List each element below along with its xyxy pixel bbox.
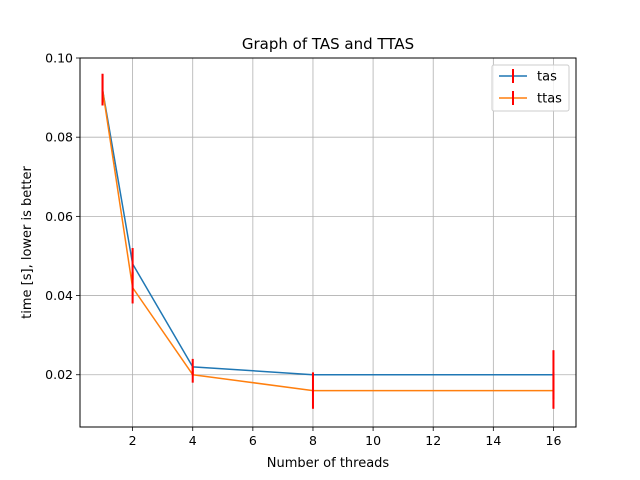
y-tick-label: 0.02 <box>45 367 73 382</box>
errorbar-layer <box>101 73 555 409</box>
grid <box>80 57 576 427</box>
x-tick-label: 4 <box>189 433 197 448</box>
y-tick-label: 0.10 <box>45 51 73 66</box>
y-tick-label: 0.06 <box>45 209 73 224</box>
x-axis-label: Number of threads <box>267 456 390 471</box>
legend: tas ttas <box>491 64 570 112</box>
y-tick-label: 0.04 <box>45 288 73 303</box>
y-tick-label: 0.08 <box>45 130 73 145</box>
x-tick-label: 2 <box>129 433 137 448</box>
x-tick-label: 14 <box>485 433 501 448</box>
x-tick-label: 6 <box>249 433 257 448</box>
x-tick-label: 12 <box>425 433 441 448</box>
x-tick-label: 8 <box>309 433 317 448</box>
legend-label-tas: tas <box>537 70 557 85</box>
plot-frame <box>79 57 577 428</box>
y-axis-label: time [s], lower is better <box>20 166 35 319</box>
chart-title: Graph of TAS and TTAS <box>242 35 414 53</box>
x-tick-label: 16 <box>546 433 562 448</box>
x-tick-label: 10 <box>365 433 381 448</box>
legend-label-ttas: ttas <box>537 92 562 107</box>
ticks: 2 4 6 8 10 12 14 16 0.02 0.04 0.06 0.08 0.10 <box>45 51 561 449</box>
